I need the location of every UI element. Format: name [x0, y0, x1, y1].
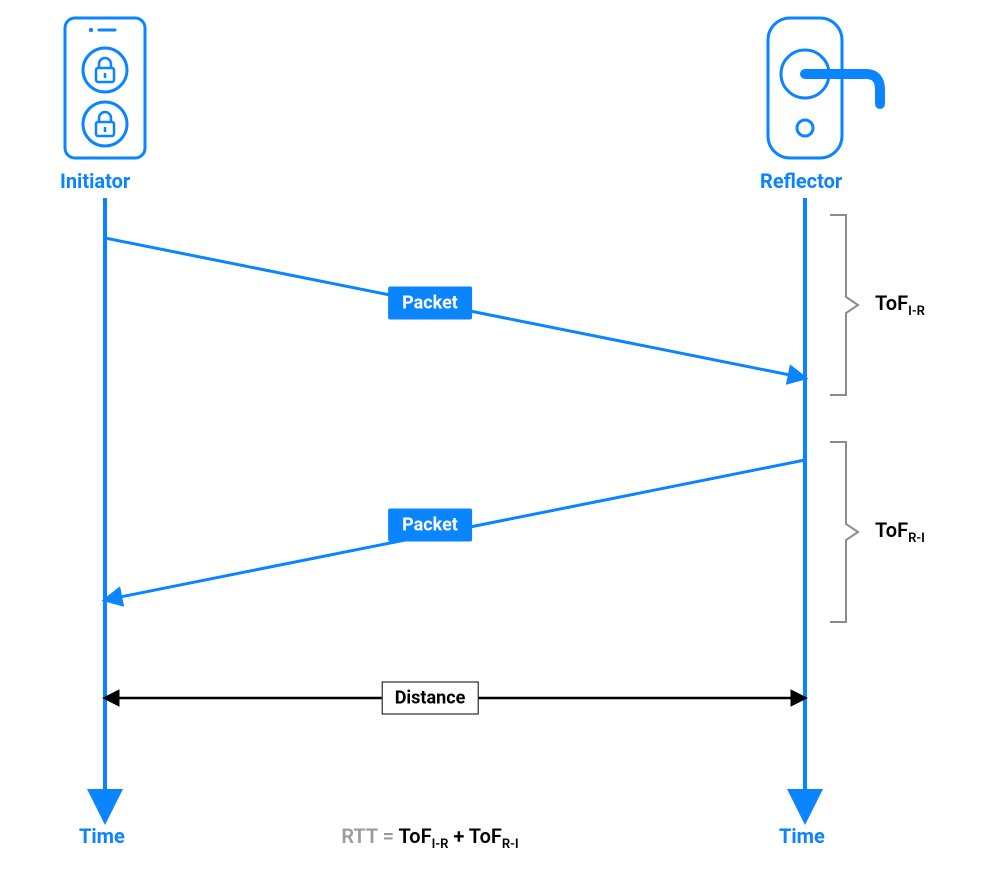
- tof-ri-main: ToF: [875, 518, 908, 542]
- bracket-tof-ir: [830, 215, 858, 395]
- diagram-svg: [0, 0, 1000, 876]
- rtt-diagram: Initiator Reflector Time Time Packet Pac…: [0, 0, 1000, 876]
- rtt-term2-sub: R-I: [502, 837, 519, 852]
- tof-ri-sub: R-I: [908, 531, 925, 546]
- rtt-formula: RTT = ToFI-R + ToFR-I: [341, 824, 518, 852]
- rtt-lhs: RTT =: [341, 824, 398, 848]
- initiator-time-label: Time: [79, 824, 125, 848]
- tof-ir-main: ToF: [875, 291, 908, 315]
- reflector-device-icon: [768, 18, 880, 158]
- packet-1-label: Packet: [388, 287, 472, 320]
- tof-ir-label: ToFI-R: [875, 291, 925, 319]
- initiator-device-icon: [65, 18, 145, 158]
- packet-2-label: Packet: [388, 509, 472, 542]
- rtt-term2-main: ToF: [469, 824, 502, 848]
- distance-label: Distance: [382, 682, 479, 715]
- rtt-plus: +: [448, 824, 468, 848]
- rtt-term1-sub: I-R: [432, 837, 449, 852]
- reflector-time-label: Time: [779, 824, 825, 848]
- tof-ir-sub: I-R: [908, 304, 925, 319]
- initiator-label: Initiator: [60, 169, 130, 193]
- reflector-label: Reflector: [760, 169, 842, 193]
- rtt-term1-main: ToF: [398, 824, 431, 848]
- tof-ri-label: ToFR-I: [875, 518, 925, 546]
- bracket-tof-ri: [830, 442, 858, 622]
